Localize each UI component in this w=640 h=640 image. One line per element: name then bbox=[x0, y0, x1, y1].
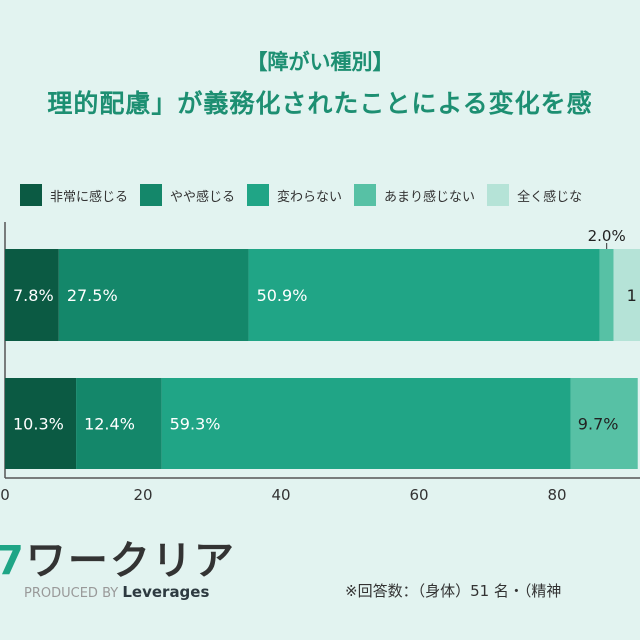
legend-item: 非常に感じる bbox=[20, 184, 128, 206]
x-tick-label: 20 bbox=[133, 486, 152, 504]
legend-label: 変わらない bbox=[277, 189, 343, 205]
bar-segment bbox=[58, 249, 249, 341]
legend-item: やや感じる bbox=[140, 184, 235, 206]
bar-segment bbox=[613, 249, 640, 341]
legend-swatch bbox=[354, 184, 377, 206]
x-tick-label: 80 bbox=[547, 486, 566, 504]
legend-label: 非常に感じる bbox=[50, 189, 129, 205]
legend-label: 全く感じな bbox=[517, 189, 583, 205]
x-tick-label: 60 bbox=[409, 486, 428, 504]
bar-segment bbox=[5, 249, 59, 341]
data-label: 9.7% bbox=[578, 415, 619, 434]
data-label: 50.9% bbox=[257, 286, 308, 305]
data-label: 12.4% bbox=[84, 415, 135, 434]
legend-swatch bbox=[140, 184, 163, 206]
legend-item: あまり感じない bbox=[354, 184, 475, 206]
logo-mark: 7 bbox=[0, 538, 26, 584]
legend-swatch bbox=[247, 184, 270, 206]
legend-label: あまり感じない bbox=[384, 189, 476, 205]
legend-swatch bbox=[487, 184, 510, 206]
produced-by: PRODUCED BY Leverages bbox=[24, 583, 209, 601]
bar-segment bbox=[570, 378, 638, 469]
legend-item: 全く感じな bbox=[487, 184, 582, 206]
legend-label: やや感じる bbox=[170, 189, 236, 205]
brand-name: Leverages bbox=[122, 583, 210, 601]
respondent-note: ※回答数：（身体）51 名・（精神 bbox=[345, 582, 562, 600]
bar-segment bbox=[161, 378, 571, 469]
legend: 非常に感じる やや感じる 変わらない あまり感じない 全く感じな bbox=[20, 184, 594, 206]
data-label: 7.8% bbox=[13, 286, 54, 305]
data-label: 2.0% bbox=[588, 227, 626, 245]
x-tick-label: 40 bbox=[271, 486, 290, 504]
bar-segment bbox=[599, 249, 614, 341]
produced-by-text: PRODUCED BY bbox=[24, 586, 119, 601]
legend-swatch bbox=[20, 184, 42, 206]
data-label: 1 bbox=[627, 286, 637, 305]
logo-name: ワークリア bbox=[25, 538, 236, 584]
data-label: 59.3% bbox=[170, 415, 221, 434]
data-label: 27.5% bbox=[67, 286, 118, 305]
bar-segment bbox=[248, 249, 600, 341]
bar-segment bbox=[76, 378, 162, 469]
data-label: 10.3% bbox=[13, 415, 64, 434]
chart-title-line1: 【障がい種別】 bbox=[246, 50, 394, 74]
legend-item: 変わらない bbox=[247, 184, 342, 206]
bar-segment bbox=[5, 378, 77, 469]
logo: 7ワークリア bbox=[0, 528, 236, 586]
chart-title-line2: 理的配慮」が義務化されたことによる変化を感 bbox=[47, 89, 593, 118]
x-tick-label: 0 bbox=[0, 486, 10, 504]
